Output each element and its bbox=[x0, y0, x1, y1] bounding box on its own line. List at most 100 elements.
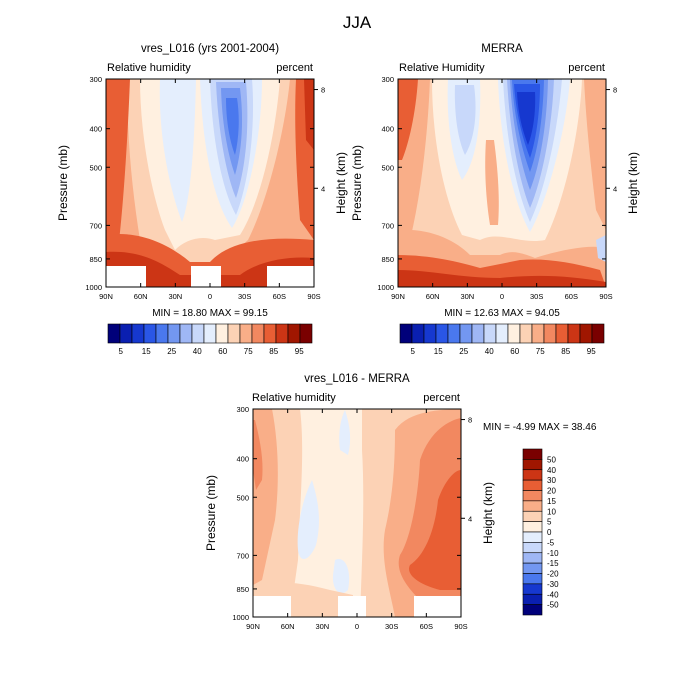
htick-label: 8 bbox=[613, 86, 617, 95]
topography-mask-3 bbox=[267, 266, 314, 287]
field-blue-i bbox=[517, 92, 536, 145]
ytick-label: 300 bbox=[89, 75, 102, 84]
panel-model-left-label: Relative humidity bbox=[107, 62, 191, 74]
panel-diff-y2label: Height (km) bbox=[481, 482, 495, 544]
panel-diff-yticks: 300 400 500 700 850 1000 bbox=[232, 405, 461, 622]
colorbar-label: 60 bbox=[510, 347, 519, 356]
ytick-label: 400 bbox=[236, 455, 249, 464]
colorbar-label: 5 bbox=[547, 518, 552, 527]
colorbar-swatch bbox=[555, 323, 569, 344]
field-dry-north bbox=[584, 79, 606, 230]
field-dry-south bbox=[106, 79, 130, 255]
colorbar-label: 95 bbox=[587, 347, 596, 356]
colorbar-label: 15 bbox=[434, 347, 443, 356]
panel-merra-right-label: percent bbox=[568, 62, 605, 74]
panel-diff-ylabel: Pressure (mb) bbox=[204, 475, 218, 551]
ytick-label: 500 bbox=[381, 163, 394, 172]
topography-mask-1 bbox=[106, 266, 146, 287]
xtick-label: 30S bbox=[238, 292, 251, 301]
field-blue-6 bbox=[226, 98, 239, 155]
panel-merra-stats: MIN = 12.63 MAX = 94.05 bbox=[444, 308, 560, 319]
htick-label: 4 bbox=[613, 184, 617, 193]
field-west-core bbox=[253, 420, 263, 490]
panel-diff-field bbox=[253, 409, 461, 617]
colorbar-swatch bbox=[522, 604, 543, 616]
colorbar-swatch bbox=[167, 323, 181, 344]
colorbar-swatch bbox=[179, 323, 193, 344]
colorbar-swatch bbox=[299, 323, 313, 344]
colorbar-swatch bbox=[459, 323, 473, 344]
panel-merra-colorbar: 5 15 25 40 60 75 85 95 bbox=[399, 323, 605, 356]
colorbar-swatch bbox=[522, 469, 543, 481]
colorbar-swatch bbox=[579, 323, 593, 344]
panel-model-ylabel: Pressure (mb) bbox=[56, 145, 70, 221]
field-blue-3 bbox=[339, 410, 351, 455]
colorbar-swatch bbox=[522, 531, 543, 543]
colorbar-label: -5 bbox=[547, 538, 555, 547]
topography-mask-2 bbox=[191, 266, 221, 287]
xtick-label: 90S bbox=[307, 292, 320, 301]
xtick-label: 60N bbox=[426, 292, 440, 301]
panel-model-xticks: 90N 60N 30N 0 30S 60S 90S bbox=[99, 79, 321, 301]
colorbar-label: 85 bbox=[561, 347, 570, 356]
xtick-label: 30N bbox=[168, 292, 182, 301]
colorbar-label: 15 bbox=[547, 497, 556, 506]
ytick-label: 1000 bbox=[85, 283, 102, 292]
panel-model-yticks: 300 400 500 700 850 1000 bbox=[85, 75, 314, 292]
colorbar-swatch bbox=[155, 323, 169, 344]
colorbar-label: -40 bbox=[547, 590, 559, 599]
topography-mask-3 bbox=[414, 596, 461, 617]
htick-label: 8 bbox=[468, 416, 472, 425]
ytick-label: 850 bbox=[236, 585, 249, 594]
xtick-label: 30N bbox=[315, 622, 329, 631]
colorbar-swatch bbox=[275, 323, 289, 344]
xtick-label: 90S bbox=[454, 622, 467, 631]
colorbar-label: 15 bbox=[142, 347, 151, 356]
colorbar-swatch bbox=[119, 323, 133, 344]
panel-merra: MERRA Relative Humidity percent Pressu bbox=[350, 43, 640, 356]
colorbar-swatch bbox=[591, 323, 605, 344]
ytick-label: 700 bbox=[236, 551, 249, 560]
colorbar-label: 50 bbox=[547, 455, 556, 464]
panel-merra-field bbox=[398, 79, 606, 287]
panel-model-hticks: 84 bbox=[314, 86, 325, 193]
colorbar-swatch bbox=[131, 323, 145, 344]
colorbar-swatch bbox=[522, 490, 543, 502]
xtick-label: 60S bbox=[565, 292, 578, 301]
colorbar-label: 0 bbox=[547, 528, 552, 537]
colorbar-swatch bbox=[239, 323, 253, 344]
ytick-label: 300 bbox=[381, 75, 394, 84]
colorbar-swatch bbox=[263, 323, 277, 344]
panel-diff-right-label: percent bbox=[423, 392, 460, 404]
xtick-label: 30S bbox=[385, 622, 398, 631]
colorbar-swatch bbox=[411, 323, 425, 344]
xtick-label: 90N bbox=[391, 292, 405, 301]
colorbar-swatch bbox=[522, 510, 543, 522]
panel-merra-left-label: Relative Humidity bbox=[399, 62, 485, 74]
colorbar-label: 25 bbox=[459, 347, 468, 356]
colorbar-swatch bbox=[522, 459, 543, 471]
colorbar-swatch bbox=[483, 323, 497, 344]
colorbar-swatch bbox=[287, 323, 301, 344]
colorbar-label: -50 bbox=[547, 601, 559, 610]
colorbar-label: 75 bbox=[244, 347, 253, 356]
colorbar-swatch bbox=[567, 323, 581, 344]
ytick-label: 1000 bbox=[232, 613, 249, 622]
xtick-label: 90S bbox=[599, 292, 612, 301]
ytick-label: 500 bbox=[89, 163, 102, 172]
panel-diff-hticks: 84 bbox=[461, 416, 472, 523]
panel-model: vres_L016 (yrs 2001-2004) Relative humid… bbox=[56, 43, 348, 356]
xtick-label: 90N bbox=[246, 622, 260, 631]
colorbar-swatch bbox=[143, 323, 157, 344]
colorbar-label: 5 bbox=[119, 347, 124, 356]
panel-diff-left-label: Relative humidity bbox=[252, 392, 336, 404]
colorbar-swatch bbox=[423, 323, 437, 344]
colorbar-label: 40 bbox=[485, 347, 494, 356]
field-south-blue bbox=[596, 235, 606, 262]
panel-merra-y2label: Height (km) bbox=[626, 152, 640, 214]
xtick-label: 30S bbox=[530, 292, 543, 301]
ytick-label: 850 bbox=[89, 255, 102, 264]
colorbar-swatch bbox=[543, 323, 557, 344]
colorbar-label: 30 bbox=[547, 476, 556, 485]
